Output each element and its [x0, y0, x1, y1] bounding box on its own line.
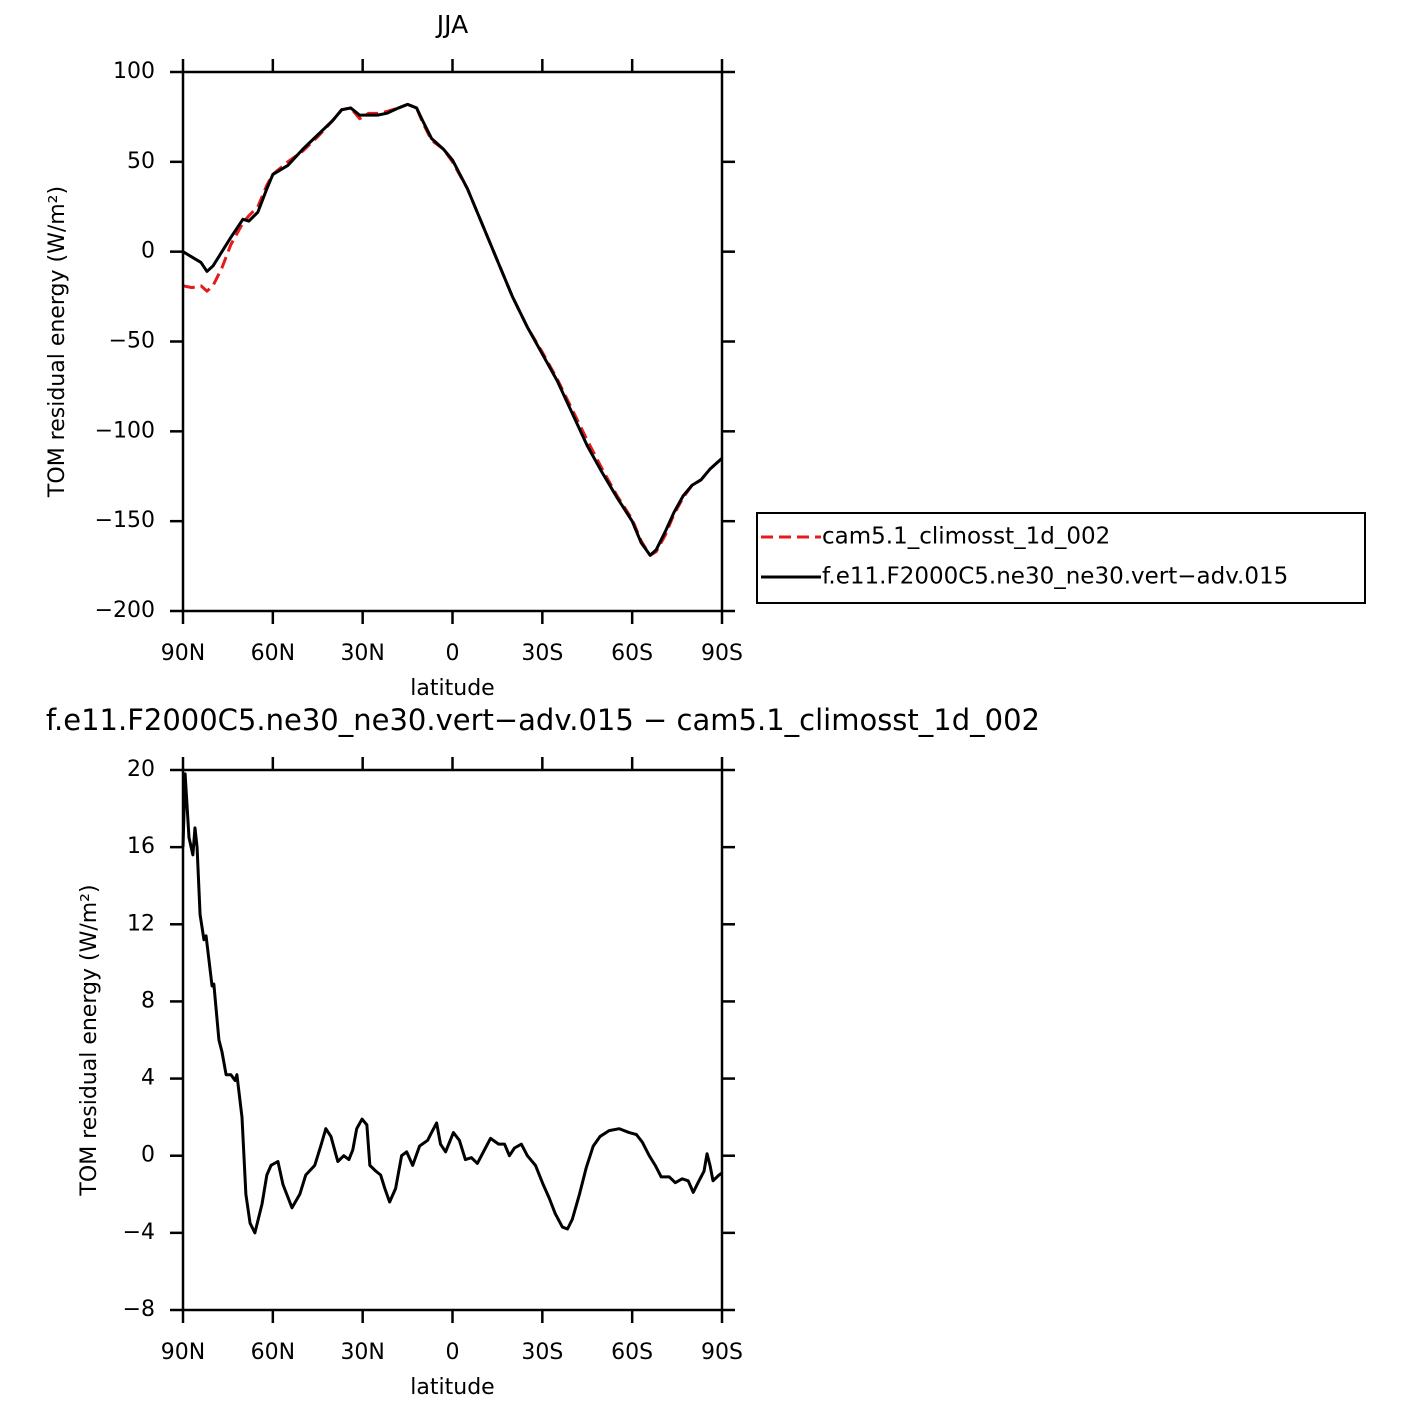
x-tick-label: 0	[446, 1340, 460, 1365]
legend-label: cam5.1_climosst_1d_002	[822, 524, 1110, 550]
x-tick-label: 90S	[701, 641, 743, 666]
y-tick-label: 50	[127, 149, 155, 174]
y-tick-label: −8	[123, 1297, 155, 1322]
legend-box	[756, 512, 1366, 604]
y-tick-label: 0	[141, 239, 155, 264]
x-tick-label: 90N	[161, 1340, 205, 1365]
y-tick-label: 100	[113, 59, 155, 84]
x-tick-label: 90S	[701, 1340, 743, 1365]
y-axis-label: TOM residual energy (W/m²)	[77, 884, 102, 1196]
y-tick-label: −200	[95, 598, 155, 623]
plot-frame	[181, 70, 724, 613]
y-tick-label: −100	[95, 418, 155, 443]
plot-frame	[181, 768, 724, 1312]
chart-title: f.e11.F2000C5.ne30_ne30.vert−adv.015 − c…	[46, 703, 1040, 737]
x-tick-label: 60S	[611, 641, 653, 666]
y-tick-label: −150	[95, 508, 155, 533]
x-tick-label: 60N	[251, 1340, 295, 1365]
chart-title: JJA	[435, 10, 468, 39]
x-tick-label: 30S	[521, 1340, 563, 1365]
series-line	[182, 102, 724, 557]
x-tick-label: 60N	[251, 641, 295, 666]
series-line	[182, 102, 724, 557]
x-axis-label: latitude	[410, 1375, 494, 1400]
x-tick-label: 30N	[340, 641, 384, 666]
x-tick-label: 60S	[611, 1340, 653, 1365]
y-tick-label: 16	[127, 834, 155, 859]
x-tick-label: 90N	[161, 641, 205, 666]
y-tick-label: 4	[141, 1066, 155, 1091]
x-tick-label: 30N	[340, 1340, 384, 1365]
y-tick-label: 8	[141, 988, 155, 1013]
y-tick-label: 0	[141, 1143, 155, 1168]
x-axis-label: latitude	[410, 676, 494, 701]
y-axis-label: TOM residual energy (W/m²)	[45, 186, 70, 498]
y-tick-label: −4	[123, 1220, 155, 1245]
x-tick-label: 0	[446, 641, 460, 666]
x-tick-label: 30S	[521, 641, 563, 666]
y-tick-label: −50	[109, 329, 155, 354]
y-tick-label: 12	[127, 911, 155, 936]
legend-label: f.e11.F2000C5.ne30_ne30.vert−adv.015	[822, 564, 1288, 590]
y-tick-label: 20	[127, 757, 155, 782]
series-line	[181, 772, 723, 1235]
